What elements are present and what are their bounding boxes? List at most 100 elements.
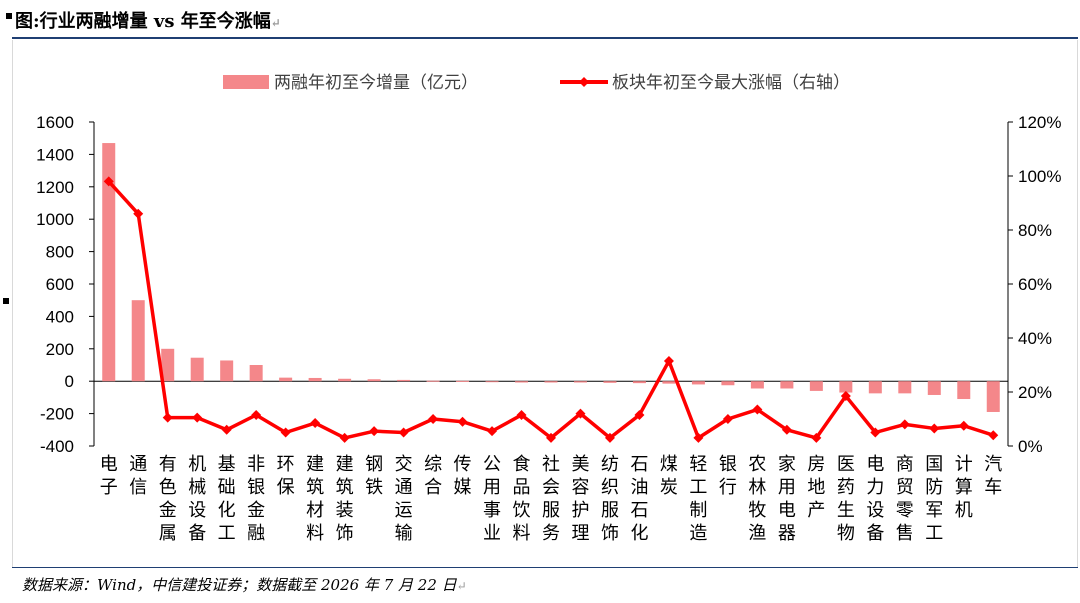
- bar-环保: [279, 377, 293, 382]
- line-point-石油石化: [634, 409, 645, 420]
- line-point-煤炭: [663, 355, 674, 366]
- bar-煤炭: [662, 381, 676, 384]
- legend-bar-swatch: [223, 75, 269, 89]
- left-margin-mark: [3, 298, 9, 304]
- line-series: [103, 176, 999, 443]
- bar-公用事业: [485, 381, 499, 383]
- right-tick-label: 20%: [1018, 383, 1052, 402]
- category-label: 医药生物: [837, 454, 855, 544]
- right-tick-label: 100%: [1018, 167, 1061, 186]
- category-label: 公用事业: [483, 454, 501, 544]
- category-label: 美容护理: [571, 454, 589, 544]
- category-label: 汽车: [984, 454, 1002, 498]
- bar-综合: [426, 380, 440, 382]
- line-point-电力设备: [870, 427, 881, 438]
- category-label: 钢铁: [365, 454, 383, 498]
- line-point-社会服务: [546, 432, 556, 443]
- line-point-国防军工: [929, 423, 940, 434]
- left-tick-label: 1400: [36, 145, 74, 164]
- left-tick-label: -400: [40, 437, 74, 456]
- line-point-通信: [133, 208, 144, 219]
- category-label: 房地产: [807, 454, 825, 521]
- line-point-医药生物: [840, 391, 851, 402]
- line-point-机械设备: [192, 412, 203, 423]
- line-point-建筑材料: [310, 418, 321, 429]
- bar-钢铁: [367, 379, 381, 382]
- legend-bar-label: 两融年初至今增量（亿元）: [274, 73, 478, 93]
- line-point-家用电器: [781, 424, 792, 435]
- legend-line-marker: [579, 77, 589, 87]
- footer-rule: [12, 567, 1078, 568]
- bars: [102, 143, 1000, 412]
- left-tick-label: 1000: [36, 210, 74, 229]
- category-label: 商贸零售: [896, 454, 914, 544]
- bar-家用电器: [780, 381, 794, 389]
- bar-建筑材料: [308, 377, 322, 382]
- bar-基础化工: [220, 360, 234, 382]
- category-label: 社会服务: [542, 454, 560, 544]
- bar-有色金属: [161, 348, 175, 382]
- bar-电子: [102, 143, 116, 382]
- bar-美容护理: [573, 381, 587, 383]
- category-label: 基础化工: [218, 454, 236, 544]
- legend: 两融年初至今增量（亿元） 板块年初至今最大涨幅（右轴）: [223, 73, 850, 93]
- category-label: 轻工制造: [689, 454, 707, 544]
- category-label: 环保: [277, 454, 295, 498]
- line-point-房地产: [811, 432, 822, 443]
- title-bullet: [6, 13, 12, 19]
- line-path: [107, 180, 994, 440]
- bar-食品饮料: [515, 381, 529, 383]
- bar-交通运输: [397, 379, 411, 382]
- left-tick-label: 600: [46, 275, 74, 294]
- line-point-汽车: [988, 430, 999, 441]
- category-labels: 电子通信有色金属机械设备基础化工非银金融环保建筑材料建筑装饰钢铁交通运输综合传媒…: [100, 454, 1003, 544]
- category-label: 有色金属: [159, 454, 177, 544]
- bar-商贸零售: [898, 381, 912, 394]
- line-point-美容护理: [575, 408, 586, 419]
- bar-房地产: [809, 381, 823, 391]
- category-label: 农林牧渔: [748, 454, 766, 544]
- line-point-基础化工: [221, 424, 232, 435]
- category-label: 建筑装饰: [336, 454, 354, 544]
- line-point-有色金属: [162, 412, 173, 423]
- line-point-钢铁: [369, 426, 380, 437]
- bar-社会服务: [544, 381, 558, 383]
- axes: -400 -200 0 200 400 600 800 1000 1200 1400 1600 0% 2…: [36, 113, 1061, 456]
- bar-非银金融: [249, 365, 263, 382]
- category-label: 计算机: [955, 454, 973, 521]
- bar-石油石化: [632, 381, 646, 384]
- category-label: 机械设备: [188, 454, 206, 544]
- category-label: 电子: [100, 454, 118, 498]
- category-label: 石油石化: [630, 454, 648, 544]
- bar-计算机: [957, 381, 971, 400]
- category-label: 非银金融: [247, 454, 265, 544]
- line-point-传媒: [457, 416, 468, 427]
- category-label: 交通运输: [395, 454, 413, 544]
- left-tick-label: 1200: [36, 178, 74, 197]
- line-point-食品饮料: [516, 409, 527, 420]
- bar-医药生物: [839, 381, 853, 393]
- bar-农林牧渔: [750, 381, 764, 389]
- line-point-环保: [280, 427, 291, 438]
- category-label: 家用电器: [778, 454, 796, 544]
- category-label: 纺织服饰: [601, 454, 619, 544]
- category-label: 通信: [129, 454, 147, 498]
- line-point-综合: [428, 414, 439, 424]
- category-label: 综合: [424, 454, 442, 498]
- category-label: 银行: [719, 454, 737, 498]
- bar-汽车: [986, 381, 1000, 412]
- bar-纺织服饰: [603, 381, 617, 383]
- bar-银行: [721, 381, 735, 386]
- line-point-交通运输: [398, 427, 409, 438]
- right-tick-label: 40%: [1018, 329, 1052, 348]
- category-label: 建筑材料: [306, 454, 324, 544]
- category-label: 食品饮料: [513, 454, 531, 544]
- left-tick-label: 800: [46, 243, 74, 262]
- category-label: 煤炭: [660, 454, 678, 498]
- left-tick-label: 1600: [36, 113, 74, 132]
- return-mark: ↵: [456, 579, 467, 593]
- right-tick-label: 60%: [1018, 275, 1052, 294]
- line-point-计算机: [958, 420, 969, 431]
- chart-frame: [12, 40, 1078, 567]
- left-tick-label: 400: [46, 307, 74, 326]
